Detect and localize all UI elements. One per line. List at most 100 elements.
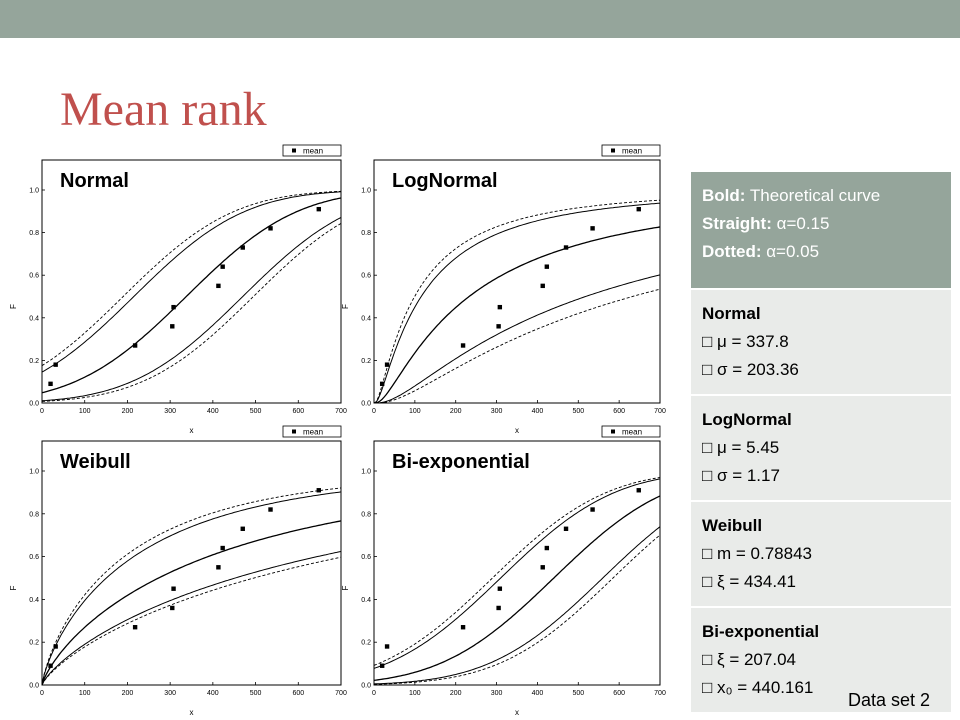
y-tick-label: 0.0	[361, 683, 371, 690]
plot-title: Bi-exponential	[392, 451, 530, 473]
data-point	[497, 304, 503, 310]
legend-box	[601, 144, 661, 157]
y-tick-label: 0.6	[361, 554, 371, 561]
y-axis-label: F	[9, 585, 18, 590]
x-tick-label: 600	[613, 408, 625, 415]
y-tick-label: 1.0	[361, 469, 371, 476]
param-line: □ ξ = 207.04	[702, 650, 796, 669]
x-tick-label: 500	[250, 408, 262, 415]
legend-marker	[611, 148, 615, 153]
band-lower-015	[42, 551, 341, 685]
data-point	[48, 381, 53, 387]
data-point	[497, 586, 503, 591]
x-tick-label: 400	[532, 408, 544, 415]
data-point	[132, 625, 138, 630]
chart-panel-0: 0 100 200 300 400 500 600 700 0.0 0.2 0.4 0.6 0.8 1.0…	[9, 144, 347, 435]
plot-frame	[41, 440, 342, 686]
x-tick-label: 200	[122, 408, 134, 415]
y-tick-label: 0.8	[361, 230, 371, 237]
data-point	[268, 226, 273, 231]
band-upper-005	[374, 199, 660, 403]
legend-label: mean	[622, 147, 642, 156]
y-tick-label: 0.8	[361, 511, 371, 518]
x-tick-label: 0	[372, 408, 376, 415]
plot-title: Normal	[60, 170, 129, 192]
y-tick-label: 0.4	[361, 597, 371, 604]
x-tick-label: 0	[40, 408, 44, 415]
x-tick-label: 600	[292, 408, 304, 415]
panel-section-normal: Normal □ μ = 337.8 □ σ = 203.36	[691, 290, 951, 394]
data-point	[636, 488, 641, 493]
theoretical-curve	[374, 495, 660, 682]
data-point	[171, 304, 176, 310]
param-line: □ x₀ = 440.161	[702, 678, 814, 697]
y-tick-label: 0.4	[361, 315, 371, 322]
y-axis-label: F	[341, 304, 350, 309]
data-point	[540, 565, 545, 570]
x-tick-label: 0	[372, 690, 376, 697]
x-tick-label: 300	[491, 408, 503, 415]
section-name: Weibull	[702, 516, 763, 535]
param-line: □ ξ = 434.41	[702, 572, 796, 591]
data-point	[216, 565, 221, 570]
data-point	[170, 605, 175, 611]
y-tick-label: 0.2	[361, 640, 371, 647]
legend-marker	[292, 429, 296, 434]
y-tick-label: 0.8	[29, 230, 39, 237]
legend-label: mean	[303, 147, 323, 156]
data-point	[544, 264, 550, 269]
x-axis-label: x	[190, 708, 194, 717]
x-tick-label: 400	[532, 690, 544, 697]
data-point	[240, 245, 245, 250]
y-axis-label: F	[341, 585, 350, 590]
data-point	[563, 245, 569, 250]
band-lower-015	[374, 274, 660, 403]
x-tick-label: 200	[450, 690, 462, 697]
plot-frame	[41, 159, 342, 404]
data-point	[316, 206, 321, 212]
y-tick-label: 0.6	[29, 554, 39, 561]
band-lower-015	[374, 526, 660, 685]
x-tick-label: 100	[79, 408, 91, 415]
legend-line-dotted: Dotted: α=0.05	[702, 242, 820, 261]
x-axis-label: x	[515, 708, 519, 717]
x-axis-label: x	[190, 426, 194, 435]
data-point	[240, 526, 245, 531]
x-tick-label: 200	[122, 690, 134, 697]
band-lower-015	[42, 217, 341, 402]
band-upper-015	[42, 491, 341, 685]
data-point	[544, 545, 550, 551]
legend-line-bold: Bold: Theoretical curve	[702, 186, 881, 205]
x-tick-label: 0	[40, 690, 44, 697]
section-name: Bi-exponential	[702, 622, 820, 641]
band-lower-005	[374, 534, 660, 685]
data-point	[563, 526, 569, 531]
band-upper-015	[374, 202, 660, 403]
x-tick-label: 400	[207, 408, 219, 415]
band-lower-005	[374, 288, 660, 403]
legend-box	[282, 144, 342, 157]
x-tick-label: 100	[79, 690, 91, 697]
chart-panel-2: 0 100 200 300 400 500 600 700 0.0 0.2 0.4 0.6 0.8 1.0…	[9, 425, 347, 717]
data-point	[48, 663, 53, 668]
data-point	[636, 206, 641, 212]
chart-panel-3: 0 100 200 300 400 500 600 700 0.0 0.2 0.4 0.6 0.8 1.0…	[341, 425, 666, 717]
data-point	[379, 663, 385, 668]
data-point	[590, 226, 595, 231]
top-bar	[0, 0, 960, 38]
plot-title: Weibull	[60, 451, 131, 473]
theoretical-curve	[374, 226, 660, 403]
panel-section-biexponential: Bi-exponential □ ξ = 207.04 □ x₀ = 440.1…	[691, 608, 951, 712]
plot-frame	[373, 159, 661, 404]
param-line: □ μ = 5.45	[702, 438, 780, 457]
legend-box	[282, 425, 342, 438]
slide-title: Mean rank	[60, 83, 267, 136]
panel-section-lognormal: LogNormal □ μ = 5.45 □ σ = 1.17	[691, 396, 951, 500]
x-tick-label: 600	[292, 690, 304, 697]
y-tick-label: 0.4	[29, 597, 39, 604]
data-point	[460, 625, 466, 630]
plot-title: LogNormal	[392, 170, 498, 192]
band-upper-005	[42, 190, 341, 367]
x-tick-label: 300	[164, 690, 176, 697]
